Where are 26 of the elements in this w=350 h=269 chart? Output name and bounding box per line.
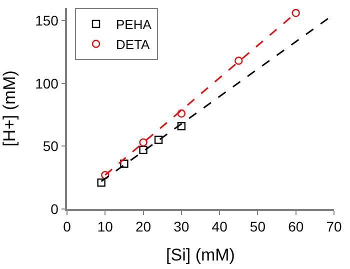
x-tick-label: 60 — [288, 218, 304, 235]
x-tick-label: 50 — [250, 218, 266, 235]
y-tick-label: 0 — [50, 200, 59, 217]
y-tick-label: 150 — [35, 12, 59, 28]
x-tick-label: 30 — [174, 218, 190, 235]
y-tick-label: 100 — [35, 75, 59, 92]
x-axis-title: [Si] (mM) — [166, 245, 235, 264]
point — [101, 170, 110, 180]
y-tick-label: 50 — [42, 138, 59, 154]
x-tick-label: 0 — [63, 218, 72, 235]
point — [177, 122, 186, 130]
x-tick-label: 20 — [136, 218, 152, 235]
legend-label: PEHA — [116, 17, 152, 32]
y-axis-title: [H+] (mM) — [0, 70, 20, 147]
point — [292, 8, 300, 18]
point — [154, 136, 163, 144]
point — [177, 109, 186, 118]
point — [234, 56, 243, 65]
x-tick-label: 70 — [326, 218, 342, 235]
x-tick-label: 40 — [212, 218, 228, 235]
x-tick-label: 10 — [97, 218, 114, 235]
legend-label: DETA — [116, 36, 150, 52]
point — [97, 178, 106, 187]
point — [120, 160, 128, 168]
point — [139, 146, 148, 154]
point — [139, 138, 148, 147]
